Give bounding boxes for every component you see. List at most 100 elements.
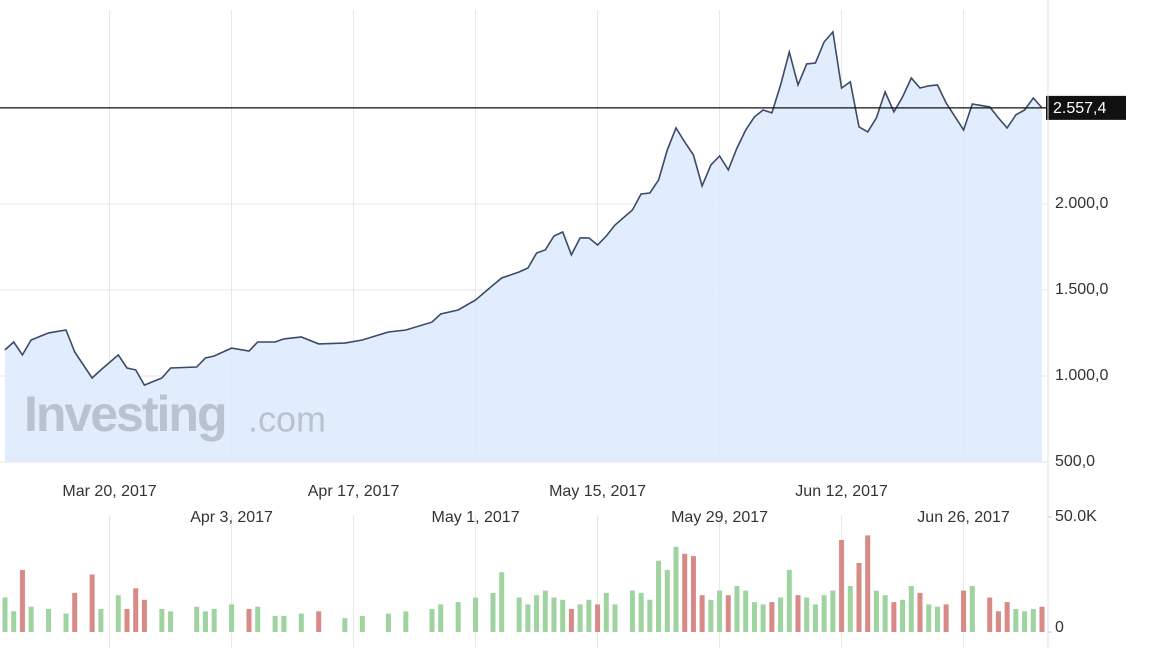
y-tick-label: 2.000,0 <box>1055 195 1108 212</box>
volume-bar <box>969 586 975 632</box>
volume-bar <box>577 604 583 632</box>
volume-bar <box>603 592 609 632</box>
watermark: Investing .com <box>24 386 326 442</box>
volume-bar <box>316 611 322 632</box>
volume-bar <box>839 540 845 632</box>
volume-bar <box>211 609 217 632</box>
volume-bar <box>673 546 679 632</box>
x-tick-label: Mar 20, 2017 <box>62 483 156 500</box>
volume-bar <box>961 590 967 632</box>
price-line <box>4 30 1043 387</box>
volume-bar <box>89 574 95 632</box>
volume-bar <box>255 606 261 632</box>
price-area <box>5 31 1042 463</box>
volume-bar <box>751 602 757 632</box>
volume-bar <box>778 597 784 632</box>
volume-bar <box>46 609 52 632</box>
volume-bar <box>926 604 932 632</box>
volume-bar <box>429 609 435 632</box>
volume-bar <box>438 604 444 632</box>
volume-bar <box>272 615 278 632</box>
volume-bar <box>908 586 914 632</box>
volume-bar <box>342 618 348 632</box>
volume-bar <box>734 586 740 632</box>
y-tick-label: 1.500,0 <box>1055 281 1108 298</box>
volume-bar <box>699 595 705 632</box>
volume-bar <box>612 604 618 632</box>
volume-bar <box>72 592 78 632</box>
volume-bar <box>281 615 287 632</box>
volume-bar <box>385 613 391 632</box>
volume-bar <box>359 615 365 632</box>
current-price-label: 2.557,4 <box>1053 100 1106 117</box>
volume-bar <box>19 569 25 632</box>
volume-bar <box>987 597 993 632</box>
volume-bar <box>595 604 601 632</box>
x-tick-label: May 29, 2017 <box>671 509 768 526</box>
volume-bar <box>141 599 147 632</box>
volume-bar <box>1022 611 1028 632</box>
volume-bar <box>865 535 871 632</box>
volume-tick-label: 50.0K <box>1055 508 1097 525</box>
watermark-suffix: .com <box>248 399 326 440</box>
volume-bar <box>717 590 723 632</box>
volume-bar <box>542 590 548 632</box>
volume-bar <box>786 569 792 632</box>
volume-bar <box>499 572 505 632</box>
volume-bar <box>568 609 574 632</box>
volume-bar <box>891 602 897 632</box>
volume-bar <box>551 597 557 632</box>
volume-bar <box>473 597 479 632</box>
volume-bar <box>28 606 34 632</box>
volume-bar <box>63 613 69 632</box>
volume-bar <box>229 604 235 632</box>
volume-bar <box>943 604 949 632</box>
volume-bar <box>534 595 540 632</box>
volume-bar <box>917 592 923 632</box>
volume-bar <box>760 604 766 632</box>
volume-bar <box>725 595 731 632</box>
volume-bar <box>882 595 888 632</box>
volume-bar <box>298 613 304 632</box>
y-tick-label: 500,0 <box>1055 453 1095 470</box>
volume-bar <box>403 611 409 632</box>
volume-tick-label: 0 <box>1055 619 1064 636</box>
volume-bar <box>873 590 879 632</box>
volume-bar <box>647 599 653 632</box>
volume-bar <box>629 590 635 632</box>
x-tick-label: May 15, 2017 <box>549 483 646 500</box>
volume-bar <box>525 604 531 632</box>
volume-bar <box>168 611 174 632</box>
volume-bar <box>490 592 496 632</box>
volume-bar <box>804 597 810 632</box>
volume-bar <box>202 611 208 632</box>
volume-bar <box>1039 606 1045 632</box>
volume-bar <box>115 595 121 632</box>
volume-bar <box>560 599 566 632</box>
volume-bar <box>682 553 688 632</box>
volume-bar <box>638 592 644 632</box>
volume-bar <box>11 611 17 632</box>
volume-bar <box>856 563 862 632</box>
volume-bar <box>455 602 461 632</box>
current-price-tag <box>1046 95 1126 120</box>
volume-bar <box>159 609 165 632</box>
volume-bar <box>194 606 200 632</box>
x-tick-label: Jun 12, 2017 <box>795 483 888 500</box>
volume-bar <box>98 609 104 632</box>
volume-bar <box>656 560 662 632</box>
volume-bar <box>934 606 940 632</box>
volume-bar <box>769 602 775 632</box>
volume-bar <box>847 586 853 632</box>
y-tick-label: 1.000,0 <box>1055 367 1108 384</box>
volume-bar <box>900 599 906 632</box>
volume-bar <box>2 597 8 632</box>
x-tick-label: May 1, 2017 <box>432 509 520 526</box>
watermark-brand: Investing <box>24 386 225 442</box>
volume-bar <box>708 599 714 632</box>
volume-bar <box>995 611 1001 632</box>
volume-bar <box>1013 609 1019 632</box>
volume-bar <box>586 599 592 632</box>
